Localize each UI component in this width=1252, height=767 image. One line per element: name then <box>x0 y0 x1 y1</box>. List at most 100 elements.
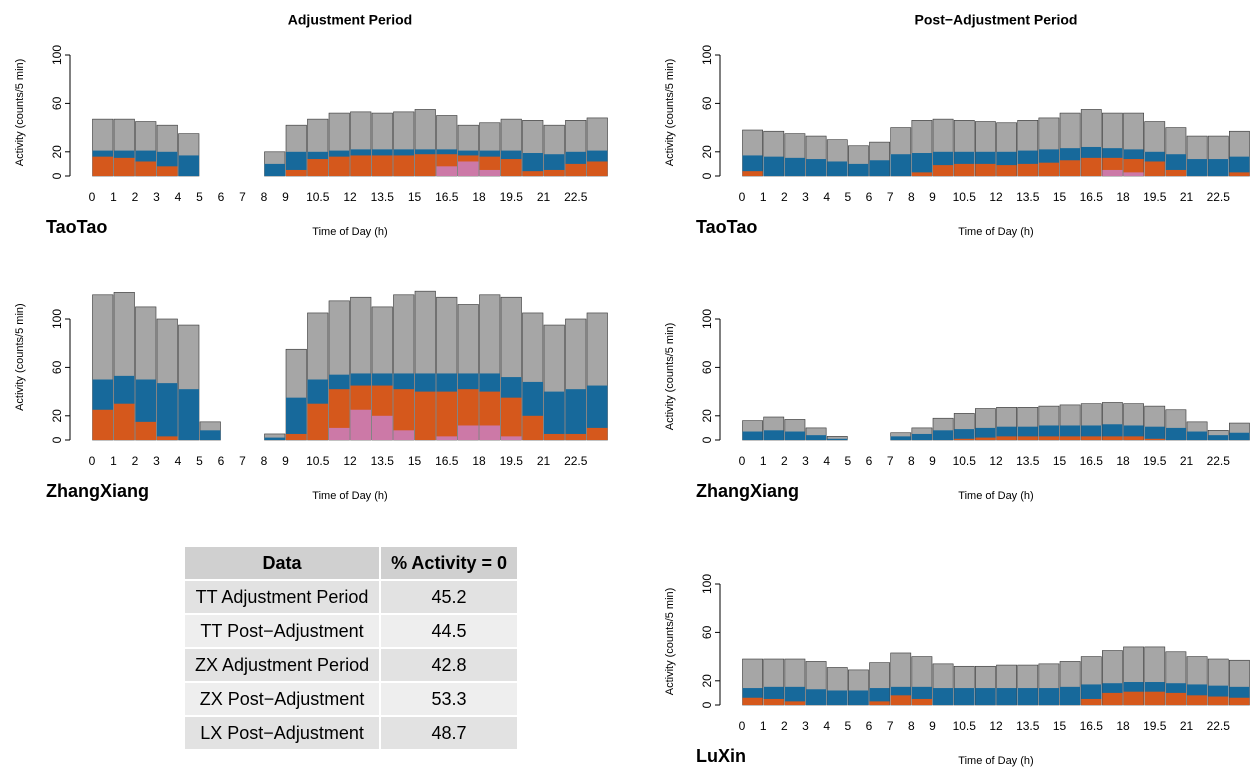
x-tick-label: 7 <box>239 190 246 204</box>
y-tick-label: 100 <box>50 45 64 65</box>
y-tick-label: 60 <box>700 360 714 374</box>
bar <box>1144 426 1165 440</box>
x-tick-label: 15 <box>408 454 422 468</box>
bar <box>742 431 763 440</box>
table-row: ZX Adjustment Period 42.8 <box>185 647 517 682</box>
bar <box>975 437 996 440</box>
x-tick-label: 8 <box>908 454 915 468</box>
y-tick-label: 20 <box>700 409 714 423</box>
bar <box>975 163 996 176</box>
bar <box>1038 162 1059 176</box>
x-tick-label: 3 <box>802 454 809 468</box>
x-axis-label: Time of Day (h) <box>312 226 387 238</box>
x-tick-label: 19.5 <box>500 190 524 204</box>
y-axis-label: Activity (counts/5 min) <box>14 59 26 167</box>
cell: 42.8 <box>379 647 517 682</box>
table-row: TT Adjustment Period 45.2 <box>185 579 517 614</box>
x-tick-label: 8 <box>261 454 268 468</box>
x-tick-label: 15 <box>1053 719 1067 733</box>
x-tick-label: 0 <box>739 190 746 204</box>
bar <box>1208 159 1229 176</box>
header-cell: Data <box>185 547 381 580</box>
bar <box>200 430 221 440</box>
x-tick-label: 6 <box>218 190 225 204</box>
bar <box>1165 427 1186 440</box>
table-row: LX Post−Adjustment 48.7 <box>185 715 517 749</box>
x-tick-label: 9 <box>929 719 936 733</box>
x-tick-label: 16.5 <box>435 190 459 204</box>
bar <box>1187 431 1208 440</box>
bar <box>890 436 911 440</box>
x-tick-label: 13.5 <box>1016 719 1040 733</box>
bar <box>92 409 113 440</box>
x-tick-label: 0 <box>89 454 96 468</box>
bar <box>996 688 1017 705</box>
bar <box>522 171 543 176</box>
y-tick-label: 100 <box>700 574 714 594</box>
x-tick-label: 15 <box>1053 190 1067 204</box>
bar <box>178 155 199 176</box>
x-tick-label: 12 <box>989 454 1003 468</box>
bar <box>329 389 350 440</box>
bar <box>114 403 135 440</box>
bar <box>544 433 565 440</box>
x-tick-label: 3 <box>802 719 809 733</box>
bar <box>827 690 848 705</box>
bar <box>1017 163 1038 176</box>
y-tick-label: 60 <box>700 96 714 110</box>
bar <box>393 389 414 440</box>
y-tick-label: 20 <box>50 409 64 423</box>
bar <box>1038 436 1059 440</box>
bar <box>587 427 608 440</box>
x-tick-label: 10.5 <box>953 719 977 733</box>
bar <box>329 156 350 176</box>
bar <box>544 391 565 440</box>
bar <box>1229 172 1250 176</box>
x-tick-label: 1 <box>760 719 767 733</box>
bar <box>1165 692 1186 705</box>
x-tick-label: 5 <box>196 454 203 468</box>
x-axis-label: Time of Day (h) <box>312 490 387 502</box>
bar <box>975 688 996 705</box>
y-tick-label: 20 <box>700 145 714 159</box>
bar <box>458 161 479 176</box>
x-tick-label: 10.5 <box>953 454 977 468</box>
y-tick-label: 100 <box>700 45 714 65</box>
x-axis-label: Time of Day (h) <box>958 226 1033 238</box>
x-tick-label: 4 <box>823 454 830 468</box>
x-tick-label: 7 <box>887 454 894 468</box>
bar <box>1208 696 1229 705</box>
x-tick-label: 16.5 <box>1080 190 1104 204</box>
x-tick-label: 6 <box>866 190 873 204</box>
bar <box>307 159 328 176</box>
x-tick-label: 15 <box>408 190 422 204</box>
bar <box>1017 436 1038 440</box>
cell: TT Post−Adjustment <box>185 613 381 648</box>
bar <box>157 436 178 440</box>
bar <box>135 161 156 176</box>
bar <box>954 163 975 176</box>
bar <box>954 688 975 705</box>
x-tick-label: 7 <box>887 190 894 204</box>
bar <box>1017 688 1038 705</box>
bar <box>114 157 135 176</box>
x-tick-label: 10.5 <box>306 454 330 468</box>
bar <box>1102 424 1123 440</box>
x-tick-label: 16.5 <box>435 454 459 468</box>
x-tick-label: 13.5 <box>1016 454 1040 468</box>
y-tick-label: 60 <box>50 360 64 374</box>
x-tick-label: 16.5 <box>1080 719 1104 733</box>
bar <box>1123 691 1144 705</box>
x-tick-label: 4 <box>175 454 182 468</box>
bar <box>763 698 784 705</box>
x-tick-label: 18 <box>1116 719 1130 733</box>
bar <box>436 166 457 176</box>
bar <box>827 438 848 440</box>
x-tick-label: 22.5 <box>1207 190 1231 204</box>
x-tick-label: 7 <box>239 454 246 468</box>
x-tick-label: 21 <box>1180 719 1194 733</box>
x-tick-label: 5 <box>844 190 851 204</box>
subject-name: TaoTao <box>46 217 107 237</box>
x-tick-label: 19.5 <box>500 454 524 468</box>
bar <box>436 436 457 440</box>
